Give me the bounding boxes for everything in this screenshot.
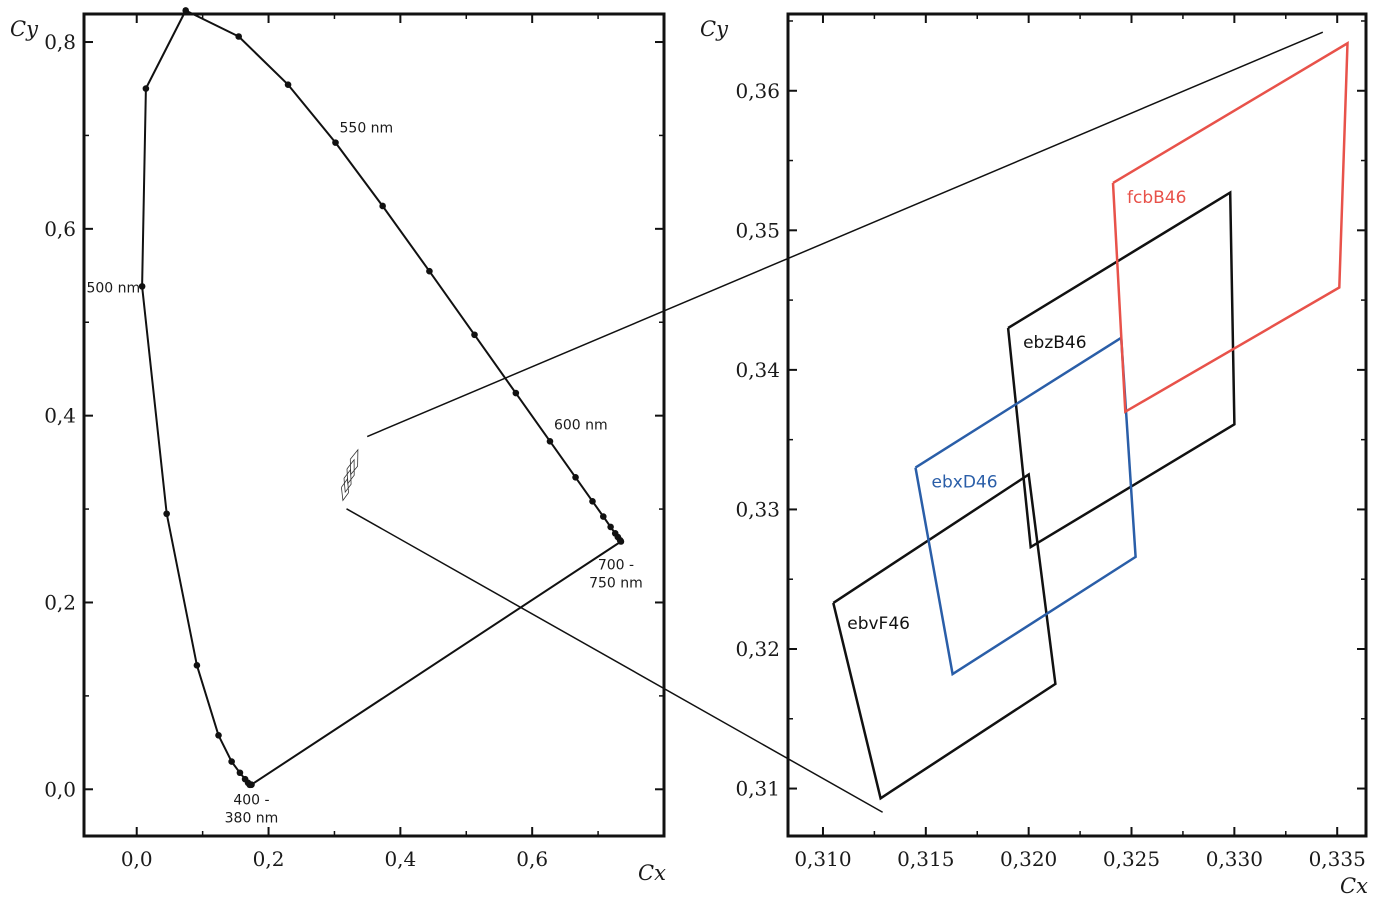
locus-point bbox=[182, 7, 189, 14]
x-tick-label: 0,335 bbox=[1309, 847, 1366, 871]
locus-point bbox=[607, 523, 614, 531]
zoom-connector-lines bbox=[346, 31, 1324, 813]
mini-quadrilateral bbox=[343, 468, 352, 494]
locus-point bbox=[138, 283, 146, 290]
locus-point bbox=[617, 538, 625, 545]
locus-point bbox=[236, 769, 244, 777]
locus-point bbox=[215, 732, 222, 739]
right-plot-marks: ebvF46 ebzB46 ebxD46 fcbB46 bbox=[832, 41, 1349, 801]
y-tick-label: 0,35 bbox=[735, 218, 780, 242]
locus-point bbox=[235, 33, 242, 40]
wavelength-annotation: 380 nm bbox=[225, 811, 279, 827]
y-tick-label: 0,4 bbox=[44, 404, 76, 428]
series-label-ebzB46: ebzB46 bbox=[1023, 333, 1086, 353]
locus-point bbox=[163, 510, 170, 518]
y-tick-label: 0,2 bbox=[44, 590, 76, 614]
wavelength-annotation: 600 nm bbox=[554, 417, 608, 433]
left-chart-panel: 0,0 0,2 0,4 0,6 0,0 0,2 0,4 0,6 0,8 550 nm 500 nm… bbox=[10, 7, 666, 885]
x-tick-label: 0,4 bbox=[384, 847, 416, 871]
zoom-guide-lower bbox=[346, 508, 883, 813]
mini-quadrilateral bbox=[341, 477, 349, 502]
wavelength-annotation: 500 nm bbox=[86, 280, 140, 296]
quadrilateral-ebxD46 bbox=[914, 335, 1137, 677]
locus-point bbox=[546, 438, 554, 445]
x-tick-label: 0,2 bbox=[253, 847, 285, 871]
left-tick-labels: 0,0 0,2 0,4 0,6 0,0 0,2 0,4 0,6 0,8 bbox=[44, 30, 548, 871]
locus-point bbox=[228, 758, 235, 765]
right-tick-marks bbox=[788, 14, 1366, 836]
x-tick-label: 0,315 bbox=[897, 847, 954, 871]
quadrilateral-fcbB46 bbox=[1111, 41, 1349, 414]
right-plot-frame bbox=[786, 12, 1368, 838]
locus-point bbox=[332, 139, 339, 146]
x-tick-label: 0,310 bbox=[794, 847, 851, 871]
left-tick-marks bbox=[84, 14, 664, 836]
left-plot-marks bbox=[138, 7, 625, 789]
quadrilateral-ebzB46 bbox=[1006, 190, 1236, 550]
locus-point bbox=[379, 202, 386, 210]
locus-point bbox=[193, 662, 201, 669]
wavelength-annotation: 750 nm bbox=[589, 575, 643, 591]
right-tick-labels: 0,310 0,315 0,320 0,325 0,330 0,335 0,31 0,32 0,… bbox=[735, 79, 1365, 871]
locus-point bbox=[284, 81, 292, 89]
x-tick-label: 0,6 bbox=[516, 847, 548, 871]
quadrilateral-ebvF46 bbox=[832, 472, 1057, 801]
locus-point bbox=[426, 267, 433, 275]
right-y-axis-label: Cy bbox=[700, 17, 729, 41]
x-tick-label: 0,0 bbox=[121, 847, 153, 871]
locus-point bbox=[142, 85, 150, 92]
y-tick-label: 0,36 bbox=[735, 79, 780, 103]
wavelength-annotation: 700 - bbox=[598, 557, 634, 573]
x-tick-label: 0,320 bbox=[1000, 847, 1057, 871]
x-tick-label: 0,325 bbox=[1103, 847, 1160, 871]
locus-point bbox=[589, 498, 596, 505]
left-annotations: 550 nm 500 nm 600 nm 700 - 750 nm 400 - 380 nm bbox=[86, 121, 642, 827]
locus-point bbox=[599, 513, 607, 520]
y-tick-label: 0,32 bbox=[735, 637, 780, 661]
y-tick-label: 0,0 bbox=[44, 777, 76, 801]
series-label-fcbB46: fcbB46 bbox=[1127, 188, 1186, 208]
wavelength-annotation: 400 - bbox=[233, 793, 269, 809]
y-tick-label: 0,6 bbox=[44, 217, 76, 241]
y-tick-label: 0,34 bbox=[735, 358, 780, 382]
series-label-ebxD46: ebxD46 bbox=[932, 473, 998, 493]
series-label-ebvF46: ebvF46 bbox=[847, 614, 910, 634]
left-y-axis-label: Cy bbox=[10, 17, 39, 41]
y-tick-label: 0,31 bbox=[735, 777, 780, 801]
left-plot-frame bbox=[82, 12, 666, 838]
right-x-axis-label: Cx bbox=[1340, 874, 1368, 898]
left-x-axis-label: Cx bbox=[638, 861, 666, 885]
x-tick-label: 0,330 bbox=[1206, 847, 1263, 871]
locus-point bbox=[471, 331, 478, 339]
wavelength-annotation: 550 nm bbox=[340, 121, 394, 137]
locus-point bbox=[572, 474, 579, 481]
mini-quadrilateral bbox=[349, 448, 359, 476]
y-tick-label: 0,8 bbox=[44, 30, 76, 54]
locus-point bbox=[512, 389, 520, 397]
locus-point bbox=[241, 775, 249, 783]
right-chart-panel: 0,310 0,315 0,320 0,325 0,330 0,335 0,31 0,32 0,… bbox=[700, 12, 1368, 898]
zoom-guide-upper bbox=[366, 31, 1324, 438]
y-tick-label: 0,33 bbox=[735, 497, 780, 521]
mini-quadrilateral bbox=[346, 458, 355, 485]
